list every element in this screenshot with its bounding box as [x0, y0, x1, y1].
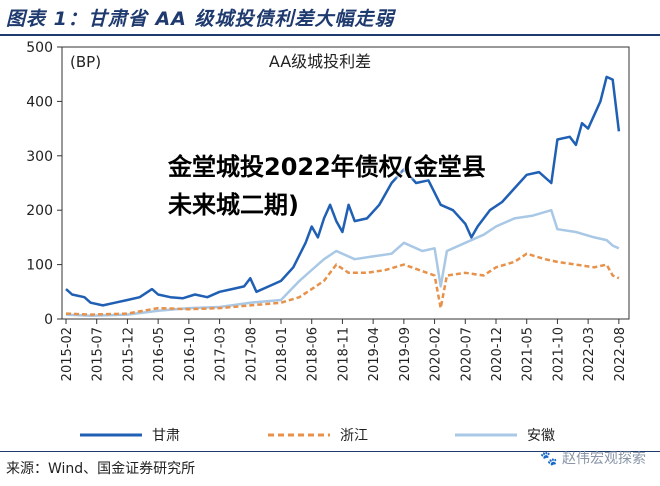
watermark: 🐾 赵伟宏观探索: [540, 451, 646, 467]
y-axis: 0 100 200 300 400 500: [26, 40, 62, 328]
x-tick-label: 2018-01: [275, 327, 290, 381]
x-tick-label: 2022-08: [613, 327, 628, 381]
x-tick-label: 2018-06: [306, 327, 321, 381]
x-tick-label: 2015-07: [91, 327, 106, 381]
x-tick-label: 2016-10: [183, 327, 198, 381]
y-tick-label: 500: [26, 40, 53, 56]
legend-label-1: 浙江: [340, 428, 368, 444]
x-tick-label: 2021-05: [521, 327, 536, 381]
source-note: 来源：Wind、国金证券研究所: [6, 461, 196, 477]
y-tick-label: 0: [44, 312, 53, 328]
x-tick-label: 2019-09: [398, 327, 413, 381]
y-tick-label: 100: [26, 258, 53, 274]
x-tick-label: 2022-03: [582, 327, 597, 381]
x-tick-label: 2020-07: [459, 327, 474, 381]
series-line-1: [65, 252, 620, 316]
x-tick-label: 2015-02: [60, 327, 75, 381]
figure-title: 图表 1：甘肃省 AA 级城投债利差大幅走弱: [6, 8, 395, 30]
overlay-caption: 金堂城投2022年债权(金堂县未来城二期): [168, 153, 486, 219]
x-tick-label: 2018-11: [336, 327, 351, 381]
y-tick-label: 200: [26, 203, 53, 219]
y-unit-label: (BP): [70, 53, 101, 71]
x-tick-label: 2017-08: [244, 327, 259, 381]
x-tick-label: 2020-12: [490, 327, 505, 381]
x-tick-label: 2017-03: [214, 327, 229, 381]
title-rule: [0, 34, 660, 36]
legend: 甘肃 浙江 安徽: [80, 428, 555, 444]
y-tick-label: 300: [26, 149, 53, 165]
x-tick-label: 2019-04: [367, 327, 382, 381]
y-tick-label: 400: [26, 94, 53, 110]
x-tick-label: 2015-12: [121, 327, 136, 381]
x-tick-label: 2021-10: [551, 327, 566, 381]
x-axis: 2015-02 2015-07 2015-12 2016-05 2016-10 2017-…: [60, 319, 628, 381]
plot-frame: [61, 46, 630, 320]
x-tick-label: 2016-05: [152, 327, 167, 381]
legend-label-0: 甘肃: [152, 428, 180, 444]
source-rule: [0, 451, 660, 452]
series-lines: [65, 75, 621, 317]
series-line-0: [65, 75, 621, 307]
chart-title: AA级城投利差: [269, 52, 371, 71]
series-line-2: [65, 208, 620, 317]
legend-label-2: 安徽: [527, 428, 555, 444]
x-tick-label: 2020-02: [429, 327, 444, 381]
